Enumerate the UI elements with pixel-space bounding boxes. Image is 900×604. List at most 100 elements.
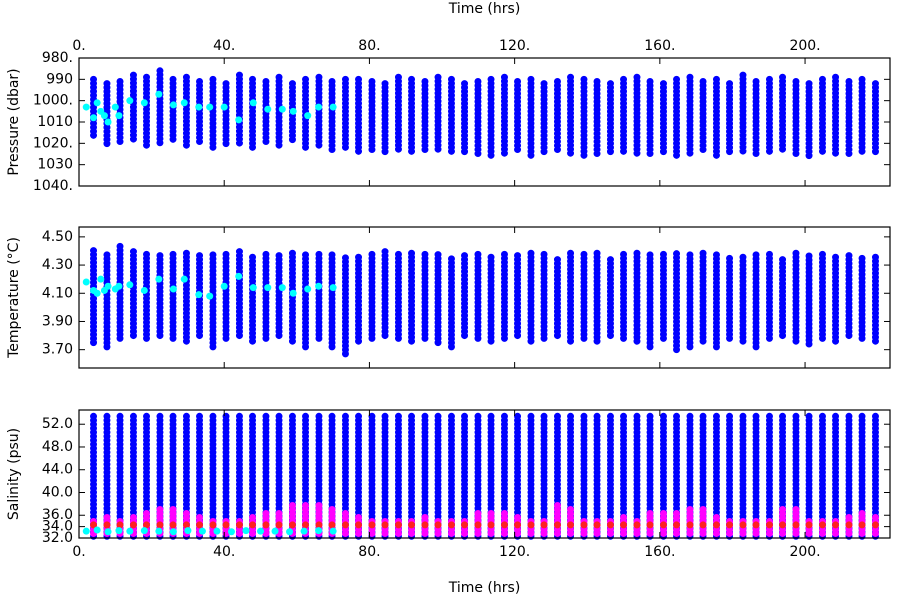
y-tick-label: 4.50: [42, 229, 73, 245]
point: [242, 527, 250, 535]
x-tick-label: 200.: [789, 544, 820, 560]
point: [195, 291, 203, 299]
x-tick-label: 40.: [213, 38, 235, 54]
point: [206, 103, 214, 111]
point: [304, 285, 312, 293]
y-axis-title: Salinity (psu): [6, 428, 22, 520]
point: [93, 289, 101, 297]
point: [329, 284, 337, 292]
point: [115, 282, 123, 290]
point: [82, 278, 90, 286]
point: [315, 527, 323, 535]
point: [97, 275, 105, 283]
point: [271, 527, 279, 535]
point: [169, 528, 177, 536]
point: [180, 275, 188, 283]
x-tick-label: 160.: [644, 38, 675, 54]
point: [169, 101, 177, 109]
x-tick-label: 0.: [72, 544, 85, 560]
point: [329, 527, 337, 535]
x-tick-label: 40.: [213, 544, 235, 560]
point: [195, 103, 203, 111]
point: [227, 528, 235, 536]
y-tick-label: 34.0: [42, 519, 73, 535]
point: [264, 284, 272, 292]
point: [249, 284, 257, 292]
point: [315, 103, 323, 111]
x-tick-label: 160.: [644, 544, 675, 560]
x-tick-label: 120.: [499, 38, 530, 54]
point: [249, 99, 257, 107]
y-tick-label: 40.0: [42, 484, 73, 500]
point: [289, 289, 297, 297]
point: [115, 527, 123, 535]
point: [90, 114, 98, 122]
x-axis-title: Time (hrs): [448, 580, 521, 596]
point: [220, 103, 228, 111]
point: [100, 112, 108, 120]
point: [257, 527, 265, 535]
y-tick-label: 1000.: [33, 93, 73, 109]
point: [304, 112, 312, 120]
point: [82, 527, 90, 535]
point: [155, 275, 163, 283]
y-tick-label: 1040.: [33, 178, 73, 194]
point: [126, 527, 134, 535]
x-tick-label: 120.: [499, 544, 530, 560]
x-axis-title: Time (hrs): [448, 1, 521, 17]
y-axis-title: Temperature (°C): [6, 237, 22, 359]
y-tick-label: 36.0: [42, 507, 73, 523]
point: [235, 272, 243, 280]
point: [104, 528, 112, 536]
y-tick-label: 990: [46, 71, 73, 87]
point: [329, 103, 337, 111]
point: [115, 112, 123, 120]
point: [278, 284, 286, 292]
x-tick-label: 80.: [358, 544, 380, 560]
point: [82, 103, 90, 111]
y-tick-label: 3.90: [42, 313, 73, 329]
y-axis-title: Pressure (dbar): [6, 68, 22, 175]
y-tick-label: 1020.: [33, 135, 73, 151]
y-tick-label: 52.0: [42, 416, 73, 432]
point: [140, 527, 148, 535]
point: [126, 97, 134, 105]
point: [184, 527, 192, 535]
y-tick-label: 3.70: [42, 342, 73, 358]
y-tick-label: 1030: [37, 157, 73, 173]
point: [93, 526, 101, 534]
point: [155, 90, 163, 98]
point: [140, 99, 148, 107]
y-tick-label: 32.0: [42, 530, 73, 546]
point: [213, 527, 221, 535]
point: [264, 105, 272, 113]
point: [93, 99, 101, 107]
point: [278, 105, 286, 113]
y-tick-label: 4.30: [42, 257, 73, 273]
point: [140, 286, 148, 294]
plot-frame: [78, 226, 891, 369]
point: [289, 107, 297, 115]
x-tick-label: 200.: [789, 38, 820, 54]
plot-frame: [78, 409, 891, 539]
point: [180, 99, 188, 107]
y-tick-label: 4.10: [42, 285, 73, 301]
point: [286, 528, 294, 536]
point: [235, 116, 243, 124]
point: [111, 103, 119, 111]
point: [104, 118, 112, 126]
point: [300, 527, 308, 535]
x-tick-label: 0.: [72, 38, 85, 54]
y-tick-label: 44.0: [42, 462, 73, 478]
y-tick-label: 980.: [42, 50, 73, 66]
y-tick-label: 1010: [37, 114, 73, 130]
point: [206, 292, 214, 300]
point: [220, 282, 228, 290]
point: [155, 527, 163, 535]
y-tick-label: 48.0: [42, 439, 73, 455]
point: [126, 281, 134, 289]
x-tick-label: 80.: [358, 38, 380, 54]
point: [198, 527, 206, 535]
point: [169, 285, 177, 293]
